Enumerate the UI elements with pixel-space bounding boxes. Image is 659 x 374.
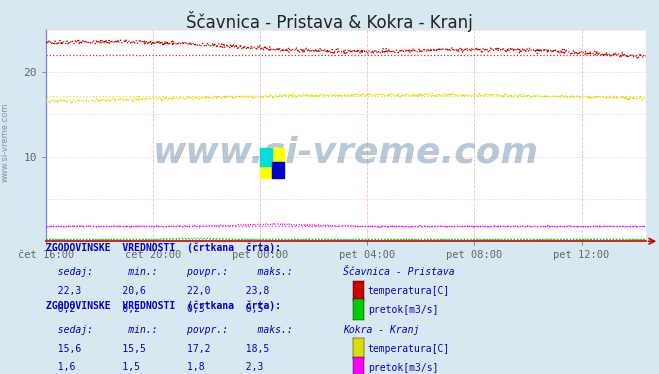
Text: Ščavnica - Pristava: Ščavnica - Pristava: [343, 267, 454, 277]
Text: www.si-vreme.com: www.si-vreme.com: [1, 102, 10, 182]
Text: sedaj:      min.:     povpr.:     maks.:: sedaj: min.: povpr.: maks.:: [46, 267, 293, 277]
Text: sedaj:      min.:     povpr.:     maks.:: sedaj: min.: povpr.: maks.:: [46, 325, 293, 335]
Text: 15,6       15,5       17,2      18,5: 15,6 15,5 17,2 18,5: [46, 344, 270, 353]
Text: ZGODOVINSKE  VREDNOSTI  (črtkana  črta):: ZGODOVINSKE VREDNOSTI (črtkana črta):: [46, 242, 281, 252]
Bar: [260, 148, 283, 178]
Text: 0,2        0,2        0,3       0,5: 0,2 0,2 0,3 0,5: [46, 304, 264, 314]
Text: temperatura[C]: temperatura[C]: [368, 286, 450, 296]
Text: Kokra - Kranj: Kokra - Kranj: [343, 325, 419, 335]
Bar: [260, 148, 272, 166]
Text: www.si-vreme.com: www.si-vreme.com: [153, 135, 539, 169]
Text: pretok[m3/s]: pretok[m3/s]: [368, 363, 438, 373]
Text: temperatura[C]: temperatura[C]: [368, 344, 450, 354]
Text: ZGODOVINSKE  VREDNOSTI  (črtkana  črta):: ZGODOVINSKE VREDNOSTI (črtkana črta):: [46, 300, 281, 310]
Text: 1,6        1,5        1,8       2,3: 1,6 1,5 1,8 2,3: [46, 362, 264, 372]
Bar: [272, 162, 283, 178]
Text: 22,3       20,6       22,0      23,8: 22,3 20,6 22,0 23,8: [46, 286, 270, 295]
Text: Ščavnica - Pristava & Kokra - Kranj: Ščavnica - Pristava & Kokra - Kranj: [186, 11, 473, 32]
Text: pretok[m3/s]: pretok[m3/s]: [368, 305, 438, 315]
